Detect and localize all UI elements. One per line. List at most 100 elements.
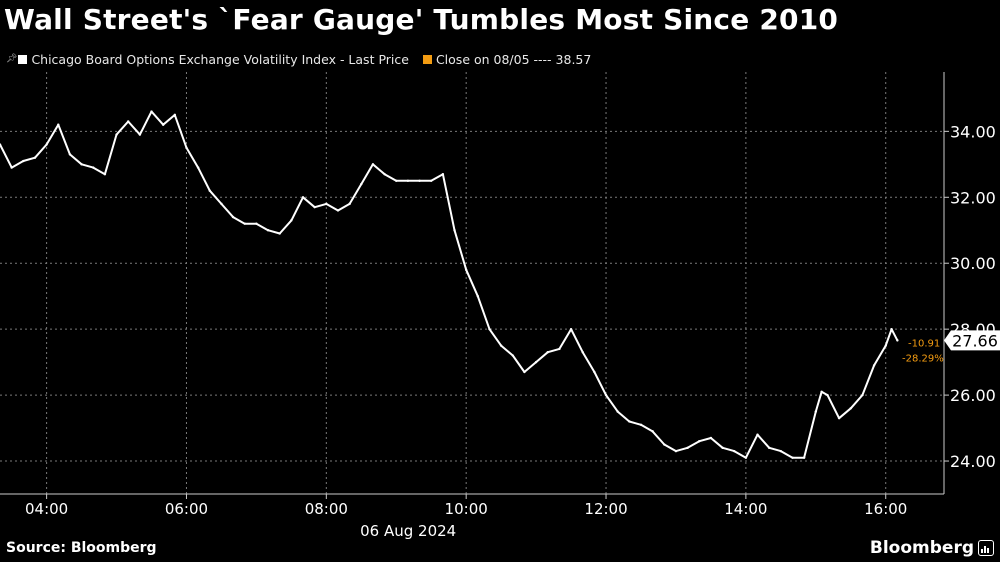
data-point [523, 370, 526, 374]
data-point [103, 173, 107, 176]
y-tick-label: 34.00 [950, 122, 996, 141]
data-point [126, 120, 130, 123]
data-point [10, 166, 13, 169]
data-point [558, 347, 561, 351]
data-point [161, 123, 165, 126]
data-point [301, 196, 305, 199]
data-point [698, 440, 701, 443]
data-point [68, 153, 72, 156]
x-tick-label: 04:00 [25, 500, 68, 518]
x-tick-label: 14:00 [724, 500, 767, 518]
data-point [616, 410, 619, 413]
data-point [336, 209, 340, 212]
data-point [348, 202, 351, 206]
data-point [231, 215, 235, 219]
data-point [430, 179, 433, 182]
data-point [674, 449, 678, 453]
data-point [639, 423, 643, 426]
legend-close-label: Close on 08/05 ---- 38.57 [435, 51, 592, 67]
x-tick-label: 12:00 [584, 500, 627, 518]
data-point [80, 163, 83, 166]
data-point [418, 179, 421, 182]
grid [0, 72, 944, 494]
y-tick-label: 24.00 [950, 452, 996, 471]
data-point [360, 182, 363, 186]
legend-swatch-white [18, 54, 28, 64]
data-point [837, 416, 841, 420]
data-point [849, 407, 852, 410]
series-line-vix [0, 110, 899, 459]
data-point [534, 360, 538, 364]
data-point [476, 294, 480, 298]
data-point [371, 163, 375, 166]
brand-name: Bloomberg [869, 538, 974, 558]
data-point [651, 430, 654, 433]
data-point [290, 219, 293, 222]
data-point [709, 436, 713, 440]
data-point [45, 143, 48, 146]
x-tick-label: 16:00 [864, 500, 907, 518]
data-point [150, 110, 153, 113]
data-point [826, 393, 829, 397]
data-point [57, 123, 60, 126]
data-point [196, 166, 200, 169]
data-point [173, 113, 177, 117]
data-point [733, 449, 736, 453]
data-point [744, 456, 748, 459]
data-point [872, 364, 876, 367]
data-point [546, 351, 549, 354]
data-point [890, 327, 893, 331]
y-tick-label: 30.00 [950, 254, 996, 273]
legend-swatch-orange [422, 54, 432, 64]
data-point [581, 351, 584, 354]
source-label: Source: Bloomberg [6, 540, 157, 556]
data-point [115, 133, 118, 136]
legend-series-label: Chicago Board Options Exchange Volatilit… [31, 51, 409, 67]
data-point [325, 202, 328, 206]
data-point [721, 446, 724, 450]
date-label: 06 Aug 2024 [360, 522, 456, 540]
data-point [802, 456, 806, 459]
data-point [0, 143, 2, 146]
data-point [791, 456, 794, 459]
data-point [779, 449, 783, 453]
data-point [278, 232, 281, 235]
data-point [686, 446, 689, 450]
data-point [593, 370, 596, 374]
bloomberg-chart-icon [978, 540, 994, 556]
data-point [22, 159, 25, 163]
data-point [185, 146, 188, 150]
data-point [814, 410, 818, 413]
legend: 📌︎ Chicago Board Options Exchange Volati… [6, 50, 605, 68]
last-price-label: 27.66 [952, 331, 998, 350]
data-point [395, 179, 398, 182]
data-point [220, 202, 223, 206]
change-abs-label: -10.91 [908, 338, 940, 349]
legend-item-series: 📌︎ Chicago Board Options Exchange Volati… [6, 52, 409, 67]
data-point [243, 222, 246, 225]
data-point [569, 327, 573, 331]
data-point [266, 229, 270, 232]
data-point [453, 229, 456, 232]
data-point [208, 189, 211, 192]
data-point [383, 173, 386, 176]
data-point [861, 393, 864, 397]
data-point [488, 327, 491, 331]
data-point [441, 173, 445, 176]
chart-title: Wall Street's `Fear Gauge' Tumbles Most … [4, 3, 839, 36]
plot [0, 110, 899, 459]
change-pct-label: -28.29% [902, 353, 944, 364]
data-point [499, 344, 503, 347]
x-tick-label: 06:00 [165, 500, 208, 518]
pin-icon: 📌︎ [6, 54, 18, 64]
last-price-tag [944, 330, 1000, 351]
data-point [884, 344, 887, 347]
x-tick-label: 10:00 [445, 500, 488, 518]
data-point [767, 446, 771, 450]
brand-logo: Bloomberg [870, 538, 994, 558]
y-tick-label: 26.00 [950, 386, 996, 405]
data-point [820, 390, 823, 393]
last-price-annotation: 27.66 -10.91 -28.29% [902, 330, 1000, 364]
